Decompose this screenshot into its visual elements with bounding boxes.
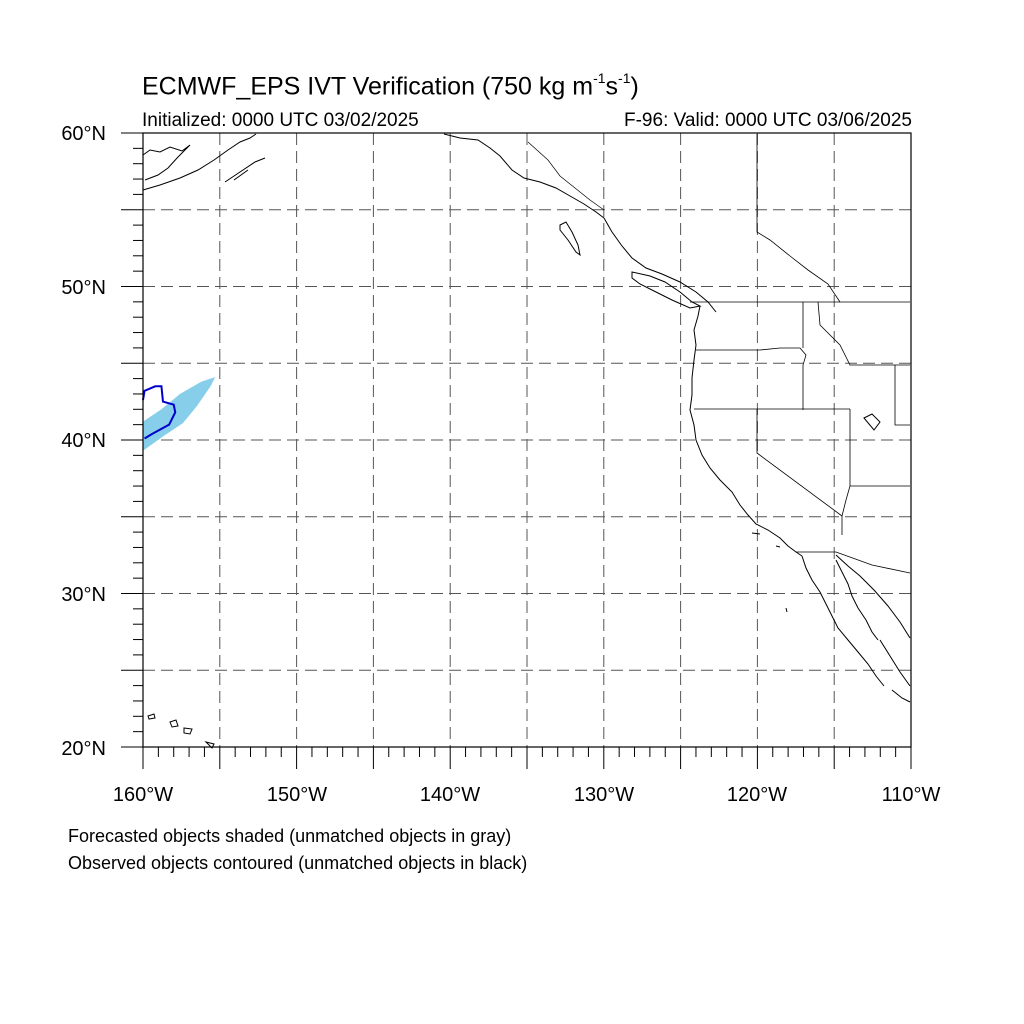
hawaii-islands [147, 713, 215, 749]
forecast-ivt-object [143, 377, 216, 451]
small-islands [751, 413, 881, 613]
valid-time: F-96: Valid: 0000 UTC 03/06/2025 [624, 110, 912, 131]
lon-tick-150w: 150°W [266, 784, 328, 806]
lat-tick-50: 50°N [61, 277, 106, 299]
lon-tick-130w: 130°W [573, 784, 635, 806]
bc-coast [603, 217, 717, 313]
coastlines [142, 133, 911, 749]
observed-note: Observed objects contoured (unmatched ob… [68, 853, 528, 873]
lon-tick-120w: 120°W [726, 784, 788, 806]
mexico-coast [835, 554, 911, 703]
lat-tick-30: 30°N [61, 584, 106, 606]
axis-ticks [121, 132, 912, 769]
ivt-objects [142, 377, 216, 451]
initialized-time: Initialized: 0000 UTC 03/02/2025 [142, 110, 419, 131]
lon-tick-110w: 110°W [881, 784, 941, 806]
lon-tick-160w: 160°W [112, 784, 174, 806]
us-mexico-border [796, 551, 911, 574]
map-frame [142, 132, 912, 748]
lat-tick-40: 40°N [61, 430, 106, 452]
chart-title: ECMWF_EPS IVT Verification (750 kg m-1s-… [142, 70, 639, 101]
us-west-coast [689, 305, 803, 557]
alaska-bc-border [527, 141, 605, 211]
political-borders [690, 134, 911, 574]
haida-gwaii [559, 221, 581, 257]
lat-tick-20: 20°N [61, 738, 106, 760]
observed-ivt-contour [142, 385, 177, 440]
forecast-note: Forecasted objects shaded (unmatched obj… [68, 826, 512, 846]
graticule-grid [142, 132, 912, 748]
lat-tick-60: 60°N [61, 123, 106, 145]
baja-california [801, 555, 885, 687]
lon-tick-140w: 140°W [419, 784, 481, 806]
alberta-bc-border [756, 134, 841, 303]
alaska-coast [142, 133, 605, 219]
state-borders-west [694, 301, 910, 535]
vancouver-island [631, 271, 702, 309]
